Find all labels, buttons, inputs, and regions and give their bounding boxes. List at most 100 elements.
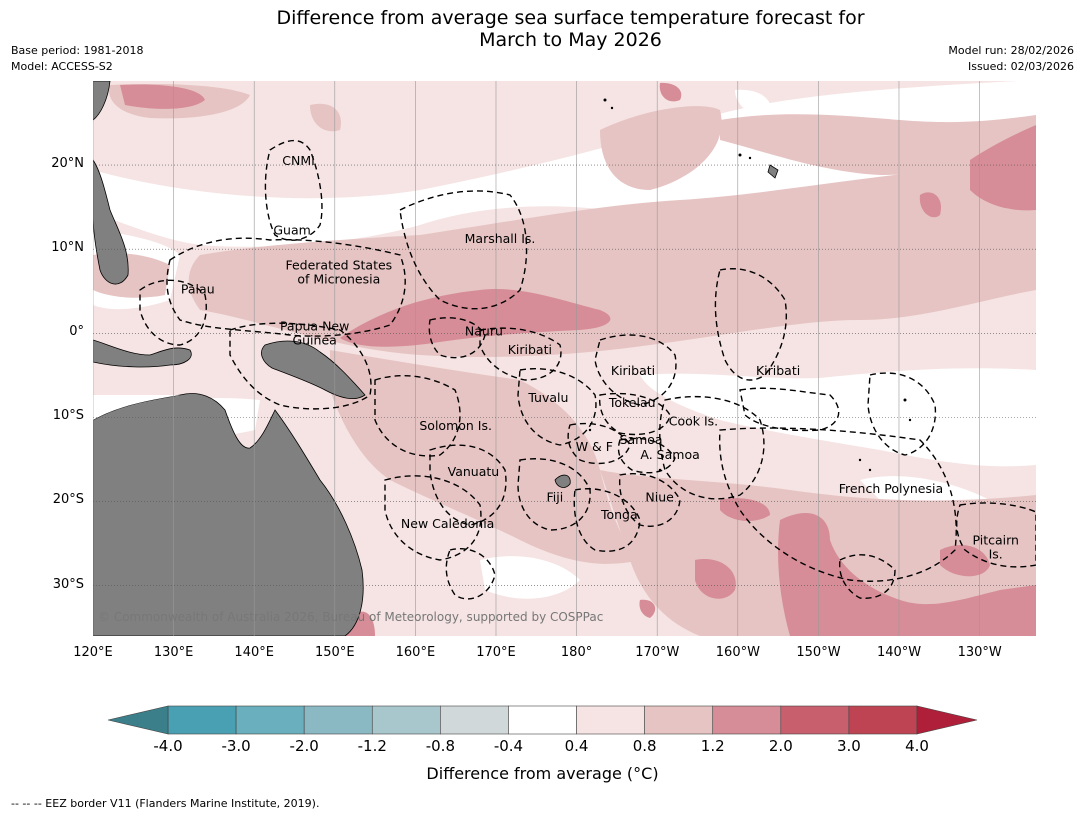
- meta-right: Model run: 28/02/2026 Issued: 02/03/2026: [948, 43, 1074, 75]
- region-label: Tokelau: [608, 395, 656, 410]
- model-name: Model: ACCESS-S2: [11, 60, 113, 73]
- colorbar: [107, 705, 978, 735]
- latitude-tick-label: 30°S: [52, 576, 84, 592]
- eez-norfolk: [445, 548, 496, 600]
- colorbar-tick-label: -0.8: [425, 737, 455, 755]
- colorbar-segment: [167, 705, 237, 735]
- australia: [93, 393, 364, 636]
- region-label: Tuvalu: [527, 390, 568, 405]
- colorbar-tick-label: 4.0: [905, 737, 929, 755]
- region-label: Kiribati: [508, 342, 552, 357]
- eez-samoa: [617, 437, 676, 474]
- copyright-text: © Commonwealth of Australia 2026, Bureau…: [98, 610, 603, 624]
- colorbar-tick-label: -4.0: [153, 737, 183, 755]
- new-guinea: [261, 340, 366, 400]
- latitude-tick-label: 0°: [69, 324, 84, 340]
- region-label: Papua New Guinea: [280, 318, 349, 347]
- island-dot: [588, 428, 592, 432]
- longitude-tick-label: 140°E: [234, 645, 274, 660]
- longitude-tick-label: 130°W: [957, 645, 1002, 660]
- eez-png: [229, 322, 372, 410]
- longitude-tick-label: 130°E: [153, 645, 194, 660]
- grid-lines: [93, 81, 1036, 636]
- colorbar-segment: [712, 705, 782, 735]
- chart-title: Difference from average sea surface temp…: [0, 7, 1085, 51]
- longitude-tick-label: 140°W: [876, 645, 922, 660]
- colorbar-segment: [848, 705, 918, 735]
- region-label: Kiribati: [611, 363, 655, 378]
- land-masses: [93, 81, 779, 636]
- longitude-tick-label: 150°W: [796, 645, 841, 660]
- region-label: New Caledonia: [401, 516, 494, 531]
- base-period: Base period: 1981-2018: [11, 44, 144, 57]
- colorbar-tick-label: 0.4: [564, 737, 589, 755]
- region-label: Niue: [645, 489, 674, 504]
- longitude-tick-label: 170°E: [476, 645, 516, 660]
- latitude-tick-label: 20°N: [51, 156, 84, 172]
- region-labels: CNMI Guam Marshall Is. Federated States of M…: [181, 153, 1019, 562]
- eez-cnmi: [264, 139, 323, 241]
- map-plot-area: © Commonwealth of Australia 2026, Bureau…: [93, 81, 1036, 636]
- island-dot: [603, 98, 607, 102]
- island-dots: [588, 98, 912, 472]
- issued-date: Issued: 02/03/2026: [967, 60, 1074, 73]
- eez-fiji: [517, 458, 591, 531]
- eez-tuvalu: [517, 368, 597, 446]
- island-dot: [903, 398, 907, 402]
- colorbar-tick-label: 0.8: [632, 737, 657, 755]
- eez-niue: [618, 473, 681, 527]
- indonesia: [93, 339, 192, 368]
- eez-marshall: [399, 190, 528, 310]
- region-label: W & F: [576, 439, 613, 454]
- eez-austral: [838, 554, 896, 599]
- eez-wallis-futuna: [567, 422, 631, 465]
- region-label: Nauru: [465, 324, 503, 339]
- eez-new-caledonia: [384, 475, 482, 561]
- strong-anomaly-areas: [120, 82, 1036, 636]
- colorbar-segment: [508, 705, 577, 735]
- longitude-tick-label: 150°E: [315, 645, 355, 660]
- meta-left: Base period: 1981-2018 Model: ACCESS-S2: [11, 43, 143, 75]
- colorbar-over-arrow: [916, 705, 978, 735]
- region-label: Solomon Is.: [419, 418, 492, 433]
- island-dot: [868, 468, 872, 472]
- colorbar-tick-label: 2.0: [768, 737, 793, 755]
- region-label: Federated States of Micronesia: [285, 258, 392, 287]
- region-label: Pitcairn Is.: [972, 533, 1018, 562]
- colorbar-segment: [371, 705, 441, 735]
- region-label: French Polynesia: [839, 481, 943, 496]
- colorbar-tick-label: 3.0: [836, 737, 861, 755]
- colorbar-under-arrow: [107, 705, 169, 735]
- colorbar-segment: [780, 705, 850, 735]
- colorbar-segment: [235, 705, 305, 735]
- region-label: A. Samoa: [640, 447, 699, 462]
- eez-borders: [139, 139, 1036, 600]
- region-label: Palau: [181, 282, 215, 297]
- latitude-tick-label: 10°N: [51, 240, 84, 256]
- island-dot: [858, 458, 862, 462]
- eez-legend-note: -- -- -- EEZ border V11 (Flanders Marine…: [11, 797, 320, 810]
- colorbar-segment: [644, 705, 714, 735]
- region-label: Fiji: [546, 489, 563, 504]
- longitude-tick-label: 160°E: [395, 645, 436, 660]
- colorbar-segment: [576, 705, 645, 735]
- region-label: Marshall Is.: [465, 231, 536, 246]
- hawaii: [767, 164, 779, 179]
- philippines: [93, 159, 129, 285]
- title-line-1: Difference from average sea surface temp…: [276, 7, 865, 29]
- eez-cook-islands: [659, 395, 765, 500]
- colorbar-tick-label: -2.0: [289, 737, 319, 755]
- eez-tonga: [573, 488, 641, 552]
- region-label: CNMI: [282, 153, 315, 168]
- eez-pitcairn: [956, 502, 1036, 568]
- colorbar-segment: [440, 705, 509, 735]
- longitude-tick-label: 120°E: [73, 645, 113, 660]
- longitude-tick-label: 170°W: [635, 645, 680, 660]
- longitude-tick-label: 160°W: [715, 645, 760, 660]
- colorbar-segment: [303, 705, 373, 735]
- eez-kiribati-east: [739, 387, 840, 432]
- island-dot: [610, 106, 614, 110]
- fiji-islands: [554, 474, 571, 488]
- eez-marquesas: [867, 372, 937, 456]
